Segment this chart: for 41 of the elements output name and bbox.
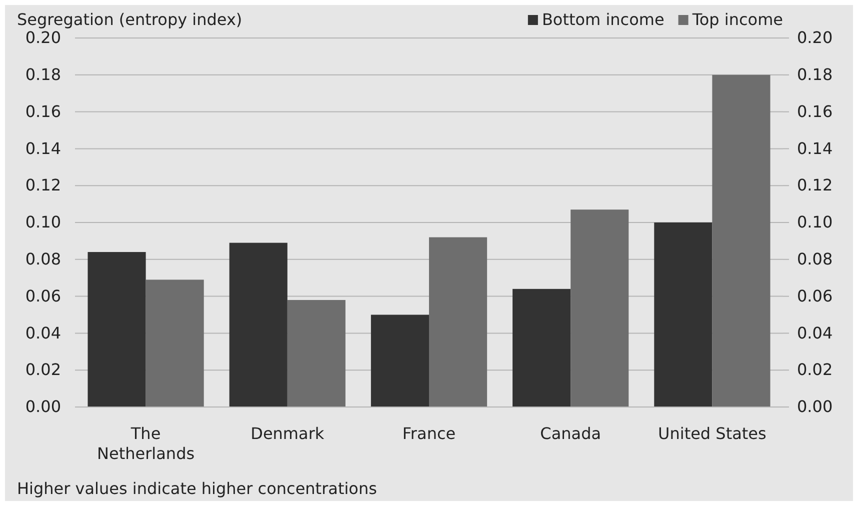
y-tick-label: 0.10 <box>25 212 61 232</box>
bar <box>654 222 712 407</box>
bar <box>287 300 346 407</box>
y2-tick-label: 0.08 <box>797 250 833 269</box>
bar <box>512 288 571 407</box>
y2-tick-label: 0.02 <box>797 360 833 380</box>
y2-tick-label: 0.10 <box>797 212 833 232</box>
y-tick-label: 0.08 <box>25 250 61 269</box>
y-tick-label: 0.20 <box>25 28 61 48</box>
y2-tick-label: 0.16 <box>797 102 833 121</box>
y-tick-label: 0.04 <box>25 323 61 342</box>
bar <box>88 252 146 407</box>
y-tick-label: 0.16 <box>25 102 61 121</box>
y2-tick-label: 0.18 <box>797 65 833 84</box>
bar <box>712 74 770 407</box>
bar <box>429 237 488 407</box>
y2-tick-label: 0.20 <box>797 28 833 48</box>
bar <box>570 210 629 407</box>
x-tick-label: Canada <box>540 424 602 443</box>
y-tick-label: 0.14 <box>25 138 61 158</box>
y-tick-label: 0.18 <box>25 65 61 84</box>
y2-tick-label: 0.04 <box>797 323 833 342</box>
y-axis-title: Segregation (entropy index) <box>17 10 242 29</box>
bar <box>229 242 288 407</box>
y2-tick-label: 0.00 <box>797 397 833 416</box>
x-tick-label: France <box>402 424 456 443</box>
bar <box>146 280 204 407</box>
y-tick-label: 0.12 <box>25 176 61 195</box>
y-tick-label: 0.06 <box>25 286 61 306</box>
bar <box>370 314 429 407</box>
x-tick-label: United States <box>658 424 766 443</box>
legend-label: Bottom income <box>542 10 664 29</box>
y-tick-label: 0.02 <box>25 360 61 380</box>
x-tick-label: Denmark <box>250 424 325 443</box>
text: Higher values indicate higher concentrations <box>17 479 377 498</box>
y2-tick-label: 0.12 <box>797 176 833 195</box>
x-tick-label: The Netherlands <box>97 424 195 463</box>
y2-tick-label: 0.14 <box>797 138 833 158</box>
legend-label: Top income <box>691 10 783 29</box>
y2-tick-label: 0.06 <box>797 286 833 306</box>
y-tick-label: 0.00 <box>25 397 61 416</box>
